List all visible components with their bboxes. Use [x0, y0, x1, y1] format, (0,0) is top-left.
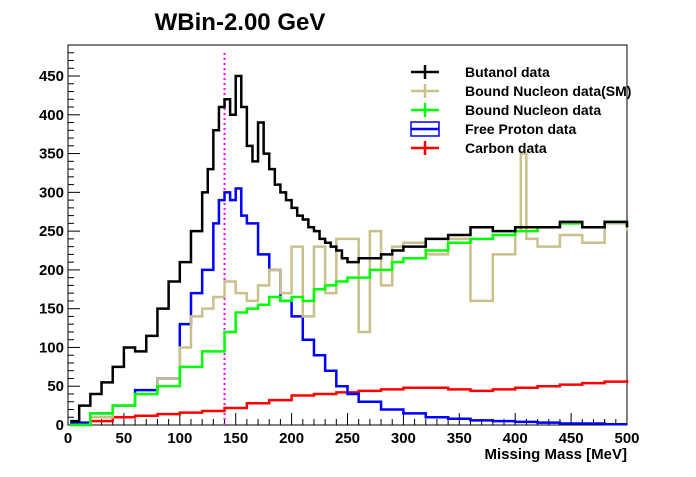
y-tick-label: 250: [39, 223, 64, 240]
y-tick-label: 100: [39, 339, 64, 356]
legend-label: Butanol data: [465, 64, 550, 80]
y-tick-label: 0: [56, 417, 64, 434]
series-layer: [70, 74, 629, 427]
series-line-2: [70, 220, 629, 427]
y-tick-label: 350: [39, 146, 64, 163]
plot-area: [67, 44, 628, 426]
legend-entry: Bound Nucleon data: [411, 102, 601, 118]
x-tick-label: 150: [223, 430, 248, 447]
x-axis-label: Missing Mass [MeV]: [484, 446, 627, 463]
x-tick-label: 400: [503, 430, 528, 447]
x-tick-label: 300: [391, 430, 416, 447]
series-line-1: [70, 152, 629, 427]
x-tick-label: 100: [167, 430, 192, 447]
y-tick-label: 50: [47, 378, 64, 395]
x-tick-label: 0: [64, 430, 72, 447]
y-tick-label: 200: [39, 262, 64, 279]
legend: Butanol data Bound Nucleon data(SM) Bound …: [410, 64, 631, 156]
legend-entry: Carbon data: [411, 140, 547, 156]
x-tick-label: 500: [614, 430, 639, 447]
axes: 0 50 100 150 200 250 300 350 400 450 500 0 50 100 150 2…: [39, 52, 640, 447]
y-tick-label: 400: [39, 107, 64, 124]
legend-entry: Free Proton data: [410, 121, 576, 137]
legend-label: Bound Nucleon data(SM): [465, 83, 631, 99]
plot-frame: [67, 44, 628, 426]
y-tick-label: 450: [39, 68, 64, 85]
y-tick-label: 150: [39, 301, 64, 318]
series-line-0: [70, 74, 629, 423]
legend-label: Carbon data: [465, 140, 547, 156]
x-tick-label: 450: [559, 430, 584, 447]
x-tick-label: 250: [335, 430, 360, 447]
y-tick-label: 300: [39, 184, 64, 201]
legend-label: Bound Nucleon data: [465, 102, 601, 118]
chart-title: WBin-2.00 GeV: [155, 9, 326, 36]
legend-entry: Bound Nucleon data(SM): [411, 83, 631, 99]
legend-label: Free Proton data: [465, 121, 576, 137]
legend-entry: Butanol data: [411, 64, 550, 80]
x-tick-label: 200: [279, 430, 304, 447]
x-tick-label: 350: [447, 430, 472, 447]
x-tick-label: 50: [116, 430, 133, 447]
